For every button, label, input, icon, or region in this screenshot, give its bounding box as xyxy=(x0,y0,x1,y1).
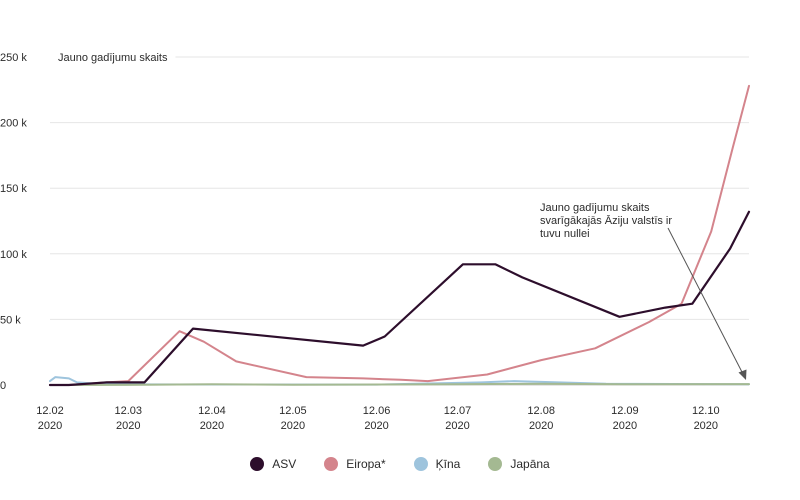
x-tick-label: 12.06 xyxy=(363,405,391,417)
y-tick-label: 100 k xyxy=(0,249,27,261)
legend-swatch xyxy=(250,457,265,471)
y-tick-label: 200 k xyxy=(0,118,27,130)
series-lines xyxy=(48,84,751,387)
x-tick-year-label: 2020 xyxy=(281,420,305,432)
legend-label: Eiropa* xyxy=(346,457,386,471)
annotation-arrowhead xyxy=(738,369,747,380)
legend-item: Japāna xyxy=(488,457,550,471)
annotation-text: svarīgākajās Āziju valstīs ir xyxy=(540,215,672,227)
legend-label: Japāna xyxy=(510,457,550,471)
legend-item: Ķīna xyxy=(413,457,461,471)
series-line-japāna xyxy=(49,382,750,386)
legend-swatch xyxy=(488,457,503,471)
y-tick-label: 50 k xyxy=(0,314,21,326)
legend-item: ASV xyxy=(250,457,296,471)
x-tick-year-label: 2020 xyxy=(694,420,718,432)
x-tick-year-label: 2020 xyxy=(529,420,553,432)
legend-label: Ķīna xyxy=(435,457,461,471)
annotation-text: tuvu nullei xyxy=(540,228,590,240)
x-tick-label: 12.05 xyxy=(279,405,307,417)
x-tick-year-label: 2020 xyxy=(445,420,469,432)
y-axis-title: Jauno gadījumu skaits xyxy=(58,52,168,64)
x-tick-year-label: 2020 xyxy=(116,420,140,432)
series-line-asv xyxy=(48,210,751,387)
x-tick-year-label: 2020 xyxy=(200,420,224,432)
x-tick-label: 12.10 xyxy=(692,405,720,417)
x-tick-label: 12.07 xyxy=(444,405,472,417)
x-tick-year-label: 2020 xyxy=(613,420,637,432)
x-axis-tick-labels: 12.02 2020 12.03 2020 12.04 2020 12.05 2020 12.0… xyxy=(36,405,719,432)
series-line-eiropa xyxy=(49,84,750,386)
x-tick-label: 12.09 xyxy=(611,405,639,417)
y-tick-label: 150 k xyxy=(0,183,27,195)
x-tick-label: 12.04 xyxy=(198,405,226,417)
y-axis-title: Jauno gadījumu skaits xyxy=(58,52,168,64)
x-tick-label: 12.03 xyxy=(115,405,143,417)
x-tick-year-label: 2020 xyxy=(38,420,62,432)
x-tick-year-label: 2020 xyxy=(364,420,388,432)
y-tick-label: 0 xyxy=(0,380,6,392)
x-tick-label: 12.08 xyxy=(527,405,555,417)
y-axis-tick-labels: 0 50 k 100 k 150 k 200 k 250 k xyxy=(0,52,27,392)
legend-swatch xyxy=(324,457,339,471)
legend-swatch xyxy=(413,457,428,471)
legend: ASV Eiropa* Ķīna Japāna xyxy=(0,453,800,475)
x-tick-label: 12.02 xyxy=(36,405,64,417)
legend-item: Eiropa* xyxy=(324,457,386,471)
legend-label: ASV xyxy=(272,457,297,471)
annotation-arrow-line xyxy=(667,227,744,375)
annotation-text: Jauno gadījumu skaits xyxy=(540,202,650,214)
y-tick-label: 250 k xyxy=(0,52,27,64)
